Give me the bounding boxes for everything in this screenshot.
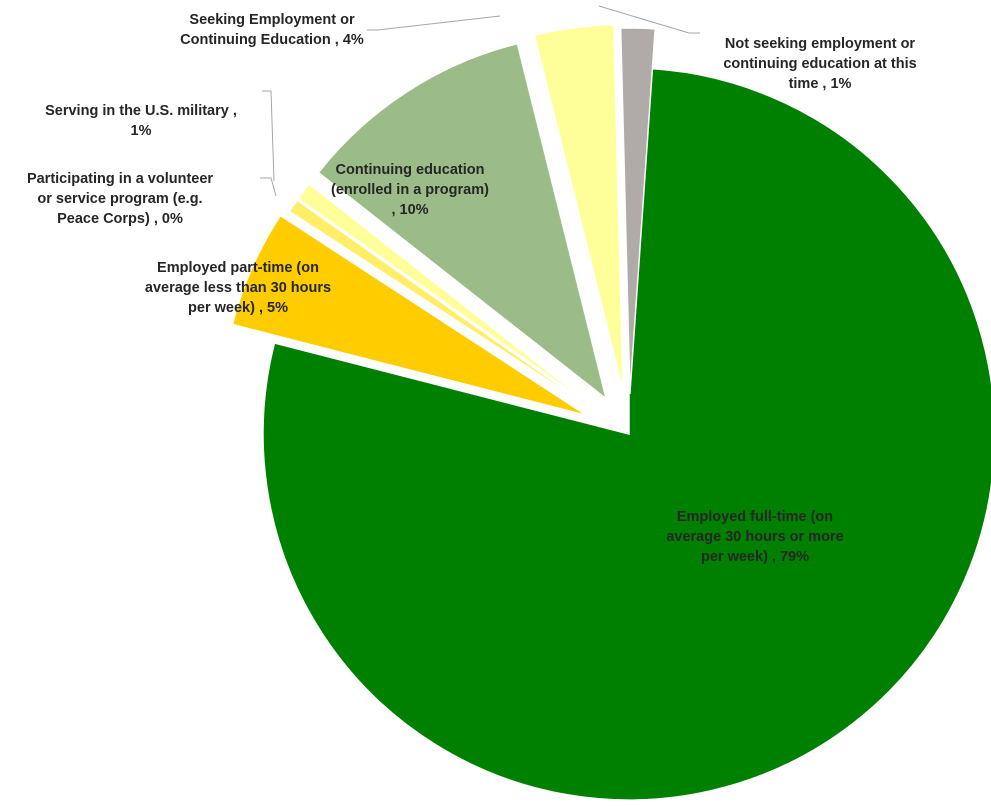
slice-label-line: continuing education at this (723, 56, 916, 72)
slice-label-line: Employed part-time (on (157, 260, 319, 276)
leader-line-military (262, 90, 275, 182)
pie-slices (231, 23, 991, 801)
slice-label-line: , 10% (391, 202, 428, 218)
leader-line-seeking (367, 15, 501, 31)
slice-label-line: Employed full-time (on (677, 509, 833, 525)
pie-slice-not-seeking (619, 27, 656, 395)
pie-slice-full-time (262, 67, 991, 801)
pie-slice-part-time (231, 214, 588, 417)
slice-label-line: time , 1% (789, 76, 852, 92)
slice-label-seeking: Seeking Employment or Continuing Educatio… (180, 12, 364, 48)
pie-slice-seeking (533, 23, 624, 391)
slice-label-volunteer: Participating in a volunteer or service p… (27, 171, 213, 227)
slice-label-not-seeking: Not seeking employment or continuing educ… (723, 36, 916, 92)
slice-label-line: (enrolled in a program) (331, 182, 489, 198)
pie-slice-volunteer (288, 199, 597, 413)
slice-label-line: 1% (131, 123, 152, 139)
slice-label-line: Not seeking employment or (725, 36, 916, 52)
leader-line-not-seeking (598, 5, 700, 34)
slice-label-line: average less than 30 hours (145, 280, 331, 296)
slice-label-line: Peace Corps) , 0% (57, 211, 183, 227)
slice-label-line: Continuing Education , 4% (180, 32, 364, 48)
slice-label-full-time: Employed full-time (on average 30 hours o… (666, 509, 843, 565)
slice-label-continuing-education: Continuing education (enrolled in a progr… (331, 162, 489, 218)
leader-line-volunteer (260, 177, 277, 197)
slice-label-line: Serving in the U.S. military , (45, 103, 237, 119)
leader-lines (260, 5, 700, 197)
slice-label-line: per week) , 79% (701, 549, 809, 565)
pie-slice-military (297, 182, 598, 411)
slice-label-line: Seeking Employment or (189, 12, 355, 28)
pie-slice-continuing-education (317, 42, 608, 401)
slice-label-line: or service program (e.g. (37, 191, 202, 207)
slice-label-line: Participating in a volunteer (27, 171, 213, 187)
slice-label-military: Serving in the U.S. military , 1% (45, 103, 237, 139)
slice-labels: Employed full-time (on average 30 hours o… (27, 12, 917, 565)
slice-label-part-time: Employed part-time (on average less than … (145, 260, 331, 316)
slice-label-line: average 30 hours or more (666, 529, 843, 545)
slice-label-line: per week) , 5% (188, 300, 288, 316)
slice-label-line: Continuing education (335, 162, 484, 178)
